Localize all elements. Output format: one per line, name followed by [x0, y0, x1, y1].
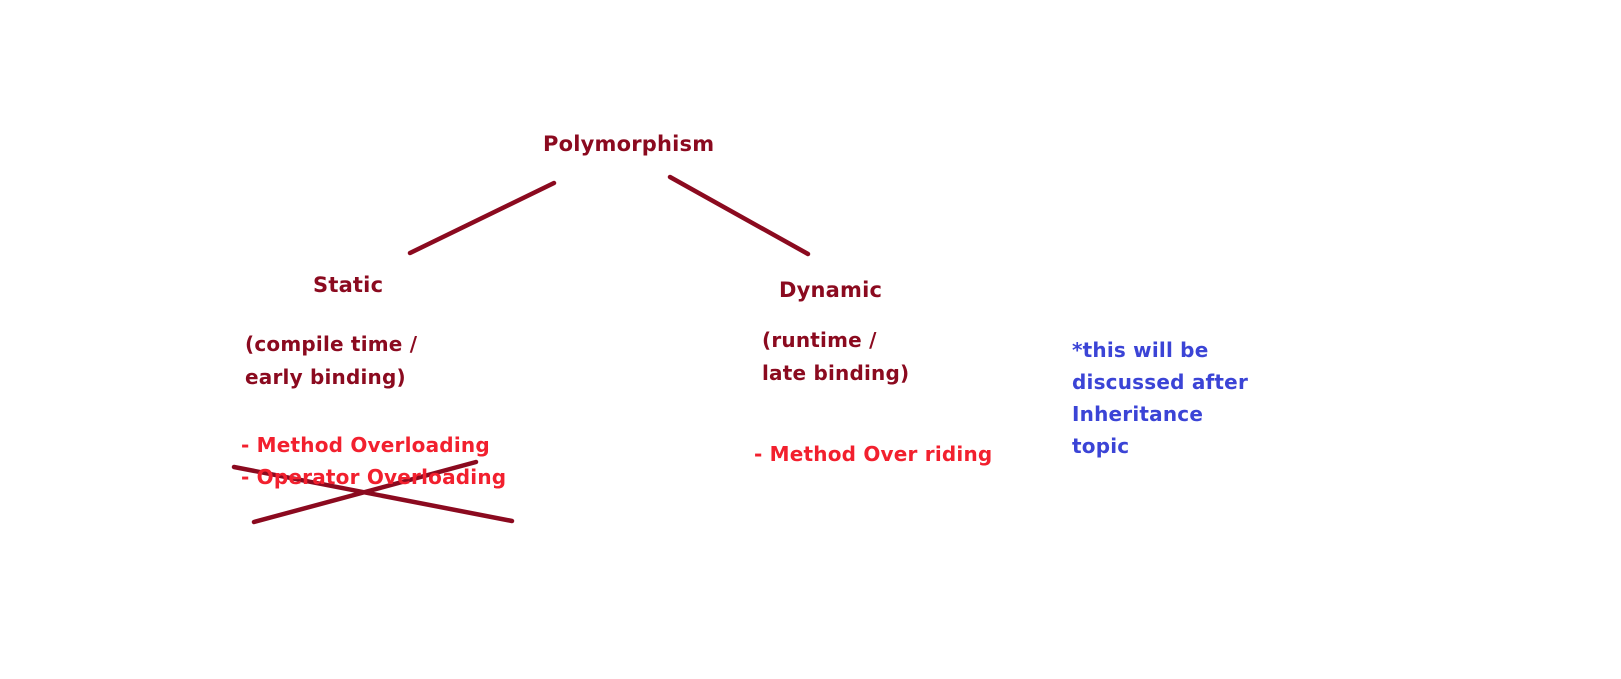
- dynamic-description-line: late binding): [762, 361, 910, 385]
- list-item-operator-overloading-struck: - Operator Overloading: [241, 465, 507, 489]
- static-description: (compile time / early binding): [245, 328, 417, 394]
- dynamic-description-line: (runtime /: [762, 328, 877, 352]
- branch-dynamic-label: Dynamic: [779, 278, 883, 302]
- note-line: discussed after: [1072, 370, 1249, 394]
- list-item-method-overriding: - Method Over riding: [754, 442, 993, 466]
- list-item-method-overloading: - Method Overloading: [241, 433, 490, 457]
- connector-static: [407, 180, 557, 256]
- root-node-polymorphism: Polymorphism: [543, 132, 715, 156]
- branch-static-label: Static: [313, 273, 384, 297]
- dynamic-items: - Method Over riding: [754, 438, 992, 470]
- static-items: - Method Overloading - Operator Overload…: [241, 429, 506, 493]
- static-description-line: (compile time /: [245, 332, 418, 356]
- note-inheritance-topic: *this will be discussed after Inheritanc…: [1072, 334, 1248, 462]
- note-line: topic: [1072, 434, 1130, 458]
- note-line: *this will be: [1072, 338, 1209, 362]
- dynamic-description: (runtime / late binding): [762, 324, 909, 390]
- connector-dynamic: [667, 174, 811, 257]
- note-line: Inheritance: [1072, 402, 1204, 426]
- static-description-line: early binding): [245, 365, 406, 389]
